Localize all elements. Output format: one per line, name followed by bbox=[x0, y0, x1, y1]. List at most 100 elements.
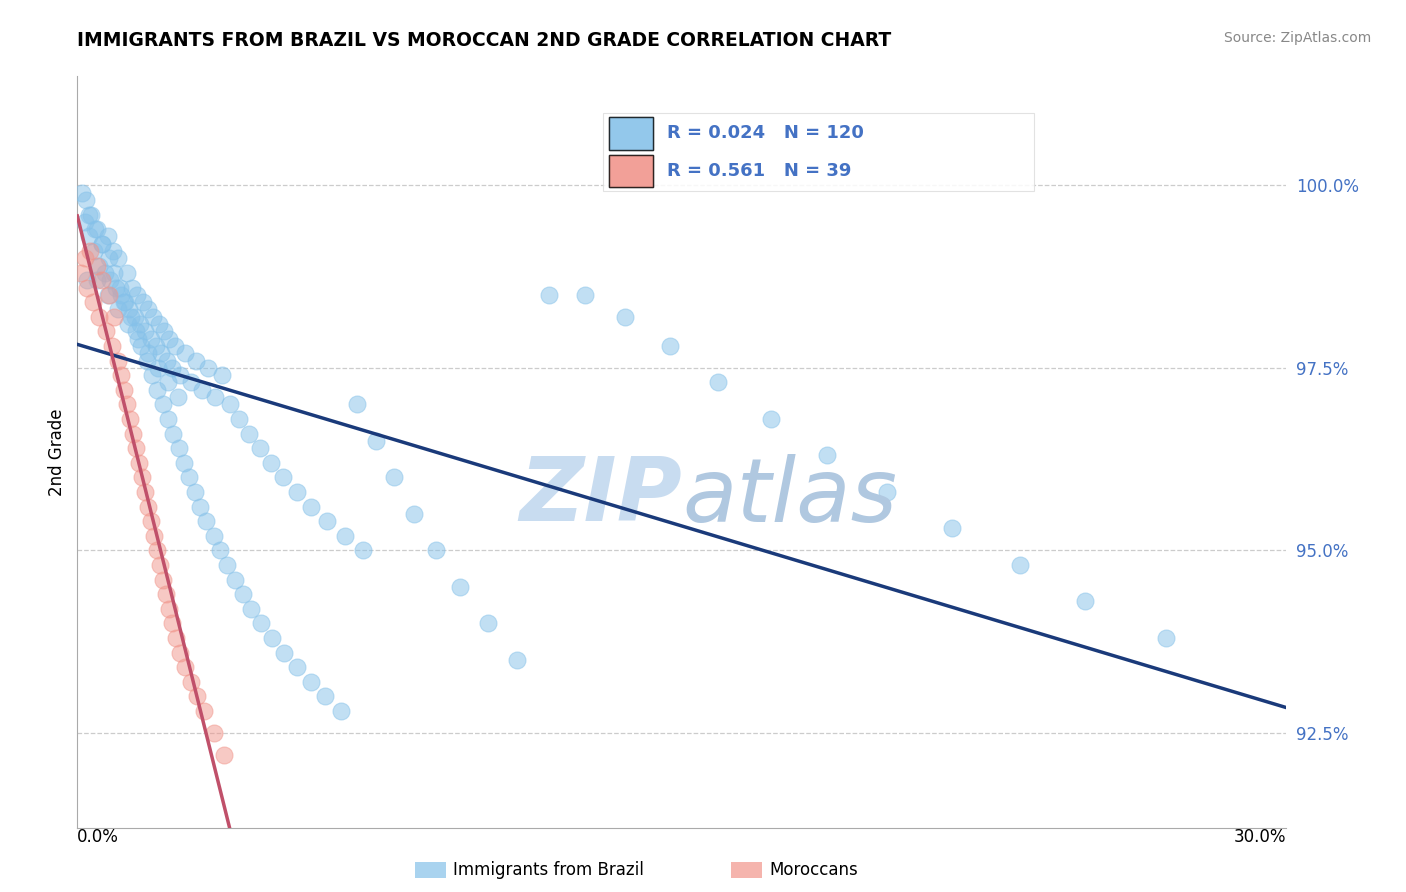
Point bbox=[299, 674, 322, 689]
Point bbox=[614, 310, 637, 324]
Point bbox=[107, 353, 129, 368]
Point bbox=[228, 412, 250, 426]
Point bbox=[115, 266, 138, 280]
Text: IMMIGRANTS FROM BRAZIL VS MOROCCAN 2ND GRADE CORRELATION CHART: IMMIGRANTS FROM BRAZIL VS MOROCCAN 2ND G… bbox=[77, 31, 891, 50]
Point bbox=[180, 376, 202, 390]
Point bbox=[76, 280, 98, 294]
Point bbox=[70, 186, 93, 200]
Point bbox=[134, 485, 156, 500]
Point bbox=[402, 507, 425, 521]
Point bbox=[249, 441, 271, 455]
Point bbox=[169, 368, 191, 383]
Point bbox=[103, 266, 125, 280]
Point bbox=[174, 660, 197, 674]
Point bbox=[273, 646, 295, 660]
Point bbox=[186, 690, 208, 704]
Point bbox=[136, 302, 159, 317]
Point bbox=[110, 288, 132, 302]
Point bbox=[125, 324, 148, 338]
Point bbox=[217, 558, 239, 572]
Point bbox=[112, 383, 135, 397]
Point bbox=[574, 288, 596, 302]
Point bbox=[239, 601, 262, 615]
Point bbox=[141, 368, 163, 383]
Text: R = 0.561   N = 39: R = 0.561 N = 39 bbox=[668, 162, 852, 180]
Point bbox=[139, 332, 162, 346]
Point bbox=[114, 295, 136, 310]
Text: Moroccans: Moroccans bbox=[769, 861, 858, 879]
Point bbox=[537, 288, 560, 302]
Point bbox=[125, 288, 148, 302]
Point bbox=[79, 244, 101, 258]
Point bbox=[193, 704, 215, 718]
Point bbox=[100, 273, 122, 287]
Point bbox=[658, 339, 681, 353]
Point bbox=[131, 295, 153, 310]
Point bbox=[449, 580, 471, 594]
Point bbox=[146, 360, 169, 375]
Point bbox=[1154, 631, 1177, 645]
Point bbox=[188, 500, 211, 514]
Point bbox=[75, 193, 97, 207]
Point bbox=[260, 631, 283, 645]
Point bbox=[815, 449, 838, 463]
Text: ZIP: ZIP bbox=[519, 453, 682, 541]
Point bbox=[160, 360, 183, 375]
Point bbox=[1074, 594, 1097, 608]
Point bbox=[136, 346, 159, 360]
Point bbox=[131, 470, 153, 484]
Point bbox=[157, 601, 180, 615]
Point bbox=[96, 229, 118, 244]
Point bbox=[214, 747, 236, 762]
Point bbox=[353, 543, 375, 558]
Point bbox=[209, 543, 232, 558]
Point bbox=[211, 368, 233, 383]
Point bbox=[139, 514, 162, 528]
Point bbox=[146, 543, 169, 558]
FancyBboxPatch shape bbox=[609, 117, 652, 150]
Point bbox=[73, 215, 96, 229]
Point bbox=[271, 470, 294, 484]
Point bbox=[79, 208, 101, 222]
FancyBboxPatch shape bbox=[609, 155, 652, 187]
Point bbox=[124, 310, 146, 324]
Point bbox=[285, 485, 308, 500]
Point bbox=[167, 390, 190, 404]
FancyBboxPatch shape bbox=[603, 113, 1033, 191]
Point bbox=[238, 426, 260, 441]
Point bbox=[157, 332, 180, 346]
Point bbox=[174, 346, 197, 360]
Point bbox=[184, 485, 207, 500]
Point bbox=[134, 324, 156, 338]
Point bbox=[103, 310, 125, 324]
Point bbox=[425, 543, 447, 558]
Point bbox=[80, 208, 103, 222]
Point bbox=[364, 434, 387, 448]
Point bbox=[173, 456, 195, 470]
Point bbox=[97, 252, 120, 266]
Point bbox=[115, 397, 138, 411]
Point bbox=[89, 310, 111, 324]
Point bbox=[128, 456, 150, 470]
Point bbox=[120, 310, 142, 324]
Point bbox=[477, 616, 499, 631]
Point bbox=[146, 383, 169, 397]
Point bbox=[110, 368, 132, 383]
Point bbox=[224, 573, 246, 587]
Point bbox=[152, 573, 174, 587]
Point bbox=[163, 339, 186, 353]
Point bbox=[121, 280, 143, 294]
Point bbox=[149, 558, 172, 572]
Point bbox=[759, 412, 782, 426]
Point bbox=[1010, 558, 1032, 572]
Point bbox=[125, 441, 148, 455]
Text: Source: ZipAtlas.com: Source: ZipAtlas.com bbox=[1223, 31, 1371, 45]
Text: R = 0.024   N = 120: R = 0.024 N = 120 bbox=[668, 124, 865, 143]
Point bbox=[136, 500, 159, 514]
Point bbox=[941, 521, 963, 535]
Point bbox=[112, 295, 135, 310]
Point bbox=[232, 587, 254, 601]
Point bbox=[505, 653, 527, 667]
Point bbox=[118, 302, 141, 317]
Point bbox=[97, 288, 120, 302]
